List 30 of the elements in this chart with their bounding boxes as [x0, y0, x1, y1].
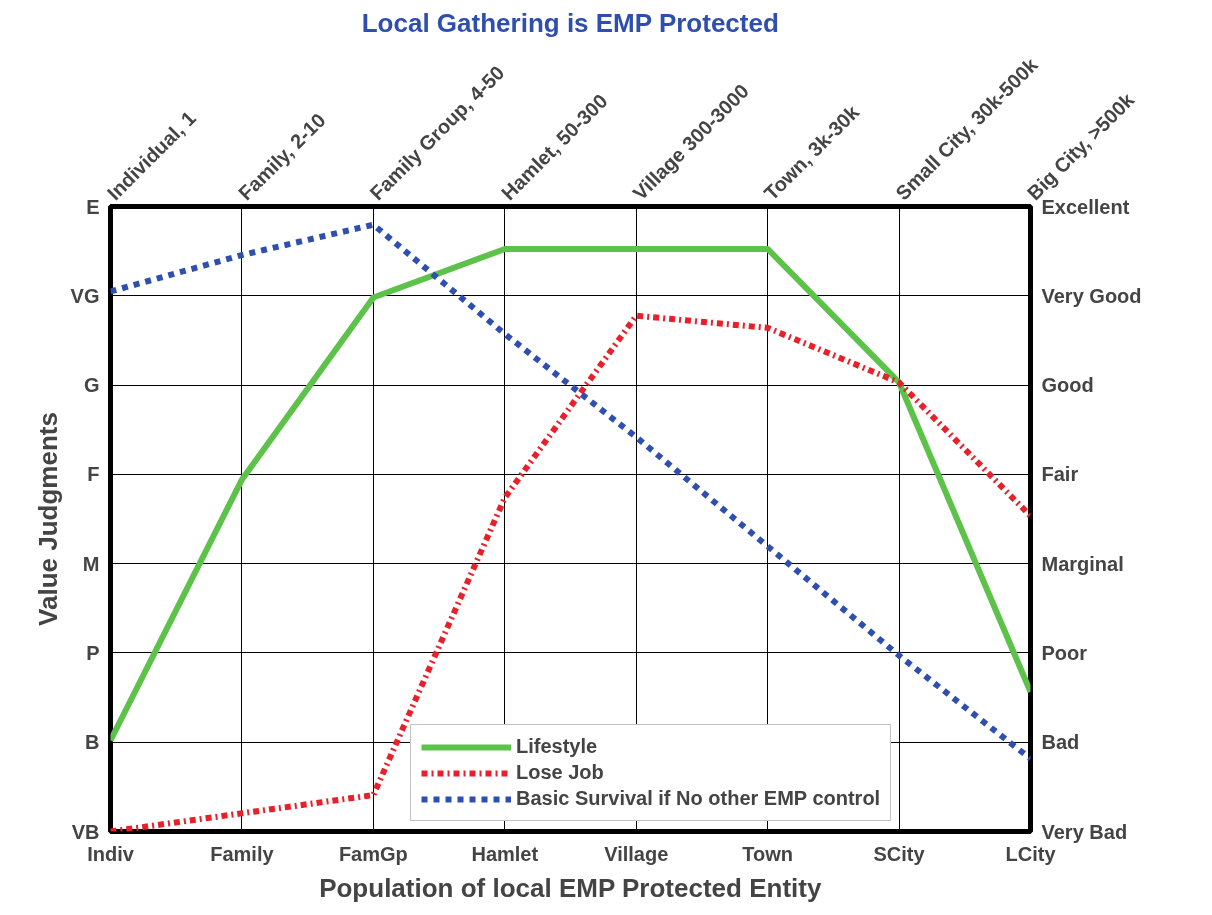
text: Fair	[1041, 463, 1079, 486]
legend-label: Basic Survival if No other EMP control	[516, 787, 881, 810]
text: Good	[1041, 374, 1094, 397]
text: Very Good	[1041, 284, 1142, 307]
text: Marginal	[1041, 552, 1124, 575]
x-tick-label: Indiv	[87, 842, 135, 865]
x-tick-label: SCity	[873, 842, 926, 865]
text: E	[86, 195, 100, 218]
text: P	[86, 641, 100, 664]
x-tick-label: Village	[604, 842, 669, 865]
text: G	[83, 374, 100, 397]
legend-label: Lose Job	[516, 761, 604, 784]
text: Poor	[1041, 641, 1088, 664]
x-tick-label: Family	[210, 842, 275, 865]
chart-title: Local Gathering is EMP Protected	[361, 7, 779, 38]
text: VG	[70, 284, 100, 307]
text: F	[87, 463, 100, 486]
text: Bad	[1041, 731, 1080, 754]
x-tick-label: Hamlet	[471, 842, 539, 865]
x-tick-label: FamGp	[338, 842, 408, 865]
text: VB	[71, 820, 100, 843]
x-tick-label: Town	[742, 842, 794, 865]
y-axis-title: Value Judgments	[32, 412, 63, 626]
text: Very Bad	[1041, 820, 1128, 843]
text: M	[82, 552, 100, 575]
text: B	[85, 731, 100, 754]
legend-label: Lifestyle	[516, 735, 598, 758]
x-axis-title: Population of local EMP Protected Entity	[319, 872, 822, 903]
text: Excellent	[1041, 195, 1130, 218]
x-tick-label: LCity	[1005, 842, 1057, 865]
